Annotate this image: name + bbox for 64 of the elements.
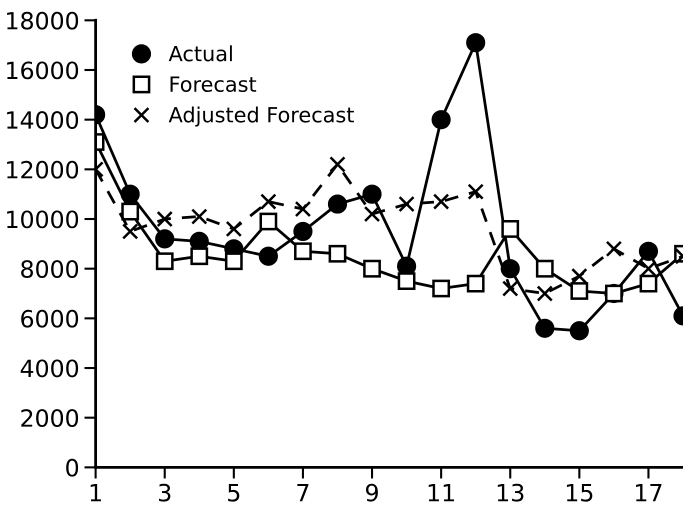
point (432, 193, 450, 210)
point (258, 246, 278, 266)
point (122, 223, 138, 240)
point (398, 272, 416, 290)
legend-label: Forecast (170, 76, 256, 92)
point (293, 222, 313, 242)
y-tick-label: 4000 (20, 359, 78, 378)
point (121, 202, 140, 220)
y-tick-label: 8000 (21, 260, 78, 278)
point (329, 156, 346, 173)
x-tick-label: 17 (636, 484, 662, 502)
point (606, 240, 622, 257)
y-tick-label: 14000 (7, 111, 78, 129)
point (156, 210, 173, 228)
point (501, 220, 520, 238)
point (535, 318, 554, 338)
point (638, 242, 658, 261)
x-tick-label: 5 (228, 484, 240, 502)
point (466, 33, 486, 52)
point (432, 110, 451, 130)
point (191, 208, 208, 225)
point (155, 229, 174, 248)
point (466, 274, 485, 292)
x-tick-label: 9 (366, 484, 378, 502)
point (640, 274, 658, 292)
point (363, 260, 381, 278)
point (432, 280, 450, 298)
point (570, 321, 589, 340)
point (294, 200, 312, 218)
x-tick-label: 15 (566, 484, 592, 502)
x-tick-label: 1 (90, 484, 101, 502)
x-tick-label: 7 (297, 484, 308, 502)
point (398, 196, 415, 212)
point (536, 285, 553, 302)
x-tick-label: 13 (498, 484, 524, 502)
point (259, 212, 278, 230)
point (226, 220, 242, 238)
y-tick-label: 0 (66, 458, 78, 477)
point (260, 193, 277, 210)
point (500, 259, 520, 278)
y-tick-label: 18000 (7, 12, 78, 30)
x-tick-label: 11 (428, 484, 454, 502)
legend-label: Actual (168, 45, 232, 62)
point (640, 260, 657, 277)
y-tick-label: 12000 (7, 160, 78, 179)
point (570, 282, 588, 300)
point (571, 268, 588, 284)
point (328, 194, 348, 214)
point (362, 184, 382, 204)
legend-label: Adjusted Forecast (168, 106, 354, 127)
point (156, 252, 174, 270)
point (502, 280, 518, 297)
y-tick-label: 6000 (21, 310, 78, 328)
y-tick-label: 16000 (7, 61, 78, 80)
point (536, 260, 554, 278)
point (467, 183, 484, 200)
y-tick-label: 10000 (7, 210, 78, 228)
point (294, 242, 312, 260)
point (190, 247, 208, 266)
x-tick-label: 3 (159, 484, 170, 502)
point (364, 206, 380, 222)
y-tick-label: 2000 (21, 409, 78, 427)
point (224, 252, 243, 270)
point (328, 244, 346, 263)
